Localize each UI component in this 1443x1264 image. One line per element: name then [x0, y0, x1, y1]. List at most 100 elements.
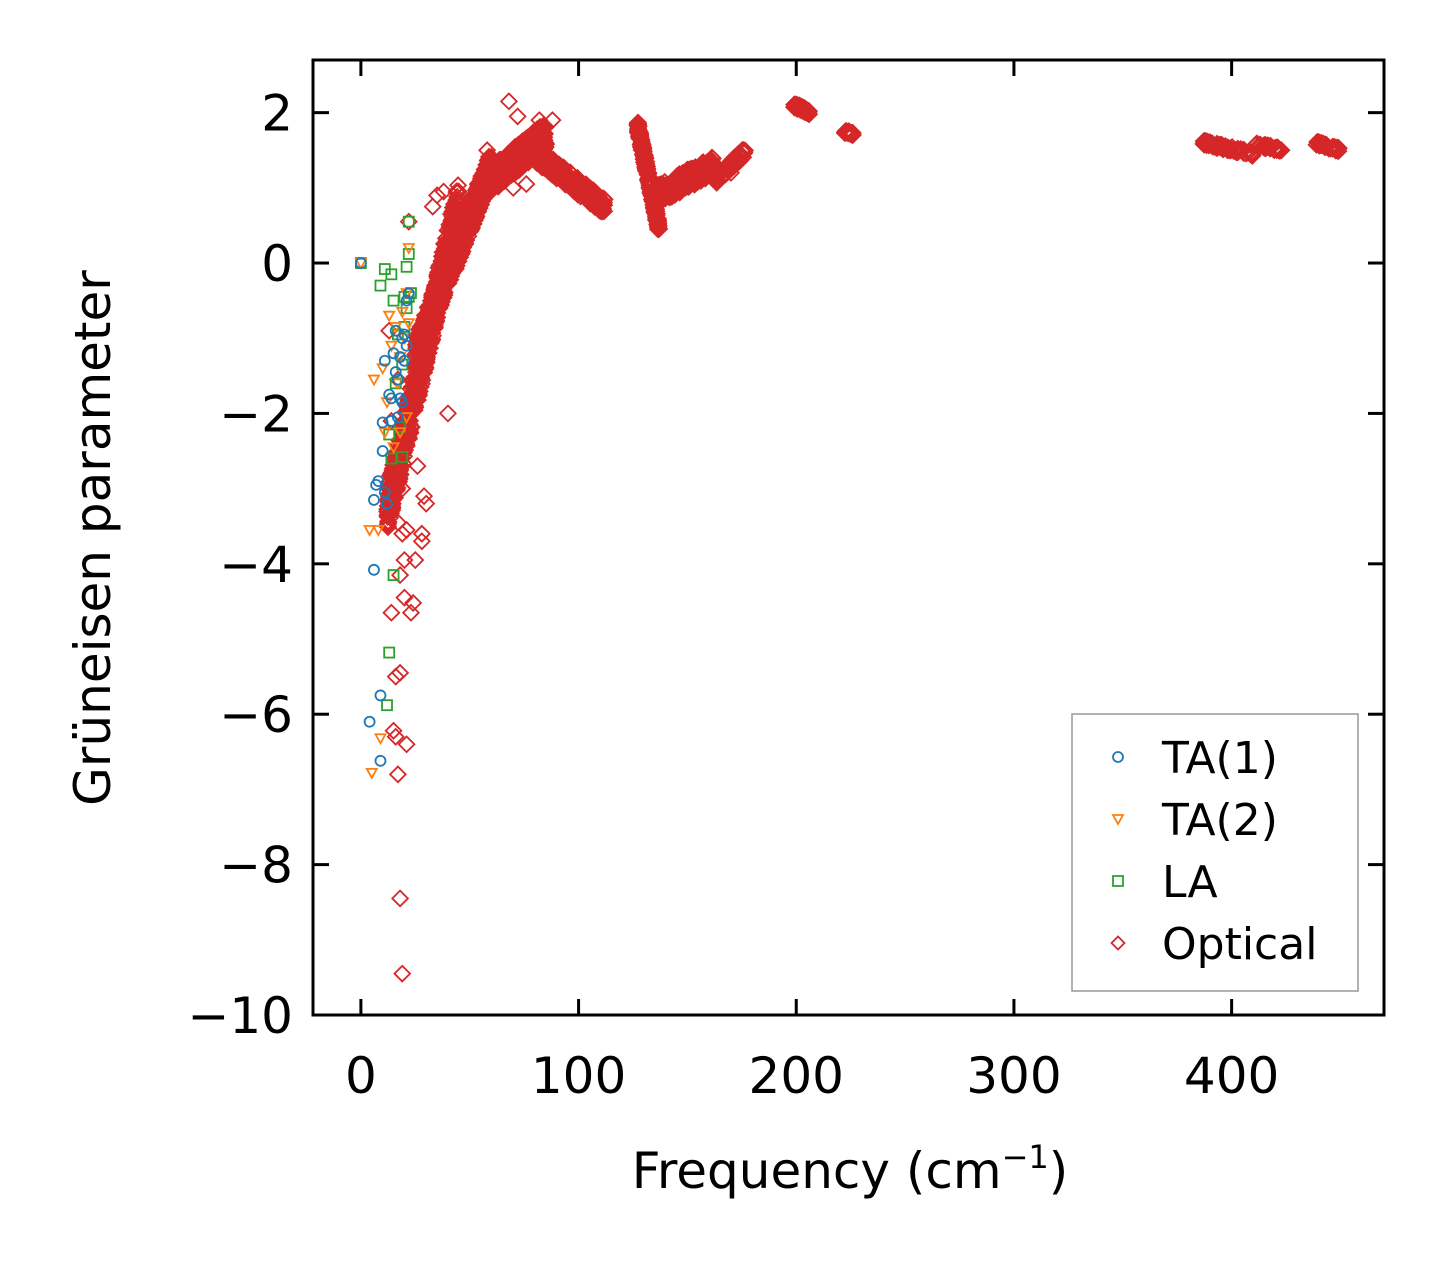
optical-point: [384, 721, 403, 740]
optical-point: [458, 209, 477, 228]
optical-point: [1319, 139, 1338, 158]
ta-1--point: [376, 445, 389, 457]
la-point: [387, 294, 400, 307]
optical-point: [571, 175, 590, 194]
optical-point: [564, 178, 583, 198]
optical-point: [412, 374, 431, 393]
optical-point: [686, 158, 705, 177]
y-tick-labels: 2 0 −2 −4 −6 −8 −10: [187, 85, 293, 1045]
optical-point: [451, 221, 470, 240]
optical-point: [732, 141, 751, 160]
optical-point: [1323, 138, 1342, 157]
optical-point: [388, 765, 407, 784]
ta-2--point: [402, 243, 416, 255]
optical-point: [393, 524, 412, 543]
x-tick-label: 0: [345, 1047, 377, 1105]
optical-point: [386, 727, 405, 746]
optical-point: [448, 231, 467, 250]
optical-point: [636, 161, 656, 180]
optical-point: [592, 202, 611, 221]
optical-point: [406, 398, 425, 417]
ta-2--point: [378, 427, 392, 440]
optical-point: [649, 185, 668, 204]
optical-point: [411, 341, 430, 360]
optical-point: [1251, 136, 1270, 155]
ta-1--point: [381, 497, 393, 510]
optical-point: [682, 164, 701, 183]
optical-point: [412, 532, 431, 551]
legend-box: [1071, 713, 1359, 992]
ta-1--point: [378, 354, 391, 367]
optical-point: [478, 141, 497, 160]
optical-point: [475, 187, 494, 206]
axis-ticks: [313, 60, 1384, 1017]
optical-point: [1315, 136, 1334, 155]
optical-point: [628, 122, 647, 141]
y-tick-label: −6: [219, 686, 293, 744]
optical-point: [1255, 138, 1274, 157]
optical-point: [541, 158, 561, 177]
optical-point: [434, 182, 453, 201]
optical-point: [554, 158, 573, 177]
optical-point: [436, 261, 455, 280]
optical-point: [402, 377, 421, 397]
series-ta-1-: [354, 257, 415, 767]
axes-frame: [311, 58, 1386, 1017]
ta-2--point: [365, 767, 379, 780]
ta-2--point: [371, 525, 385, 537]
optical-point: [426, 287, 445, 307]
y-tick-label: 0: [261, 235, 293, 293]
optical-point: [532, 121, 551, 140]
optical-point: [835, 124, 854, 143]
optical-point: [798, 104, 817, 123]
optical-point: [391, 889, 410, 908]
la-point: [400, 260, 413, 273]
y-tick-label: −8: [219, 837, 293, 895]
optical-point: [1307, 135, 1326, 154]
optical-point: [428, 186, 447, 205]
optical-point: [382, 603, 401, 622]
la-point: [383, 646, 396, 659]
ta-2--point: [382, 310, 396, 323]
optical-point: [395, 588, 414, 607]
ta-1--point: [385, 415, 398, 427]
optical-point: [397, 423, 416, 442]
optical-point: [1212, 136, 1231, 155]
legend-label: LA: [1162, 857, 1218, 908]
la-point: [387, 569, 400, 581]
optical-point: [538, 160, 557, 179]
optical-point: [383, 491, 402, 510]
optical-point: [716, 165, 735, 184]
optical-point: [648, 214, 668, 234]
optical-point: [1269, 139, 1288, 159]
optical-point: [508, 107, 527, 126]
optical-point: [391, 566, 410, 585]
optical-point: [527, 146, 546, 165]
optical-point: [1227, 140, 1246, 160]
optical-point: [526, 141, 545, 161]
optical-point: [638, 165, 657, 184]
optical-point: [384, 467, 403, 487]
optical-point: [393, 964, 412, 983]
ta-2--point: [389, 322, 403, 334]
ta-2--point: [393, 427, 407, 440]
optical-point: [393, 479, 412, 498]
ta-1--point: [391, 411, 404, 424]
ta-2--point: [402, 318, 416, 331]
ta-1--point: [396, 396, 409, 409]
optical-point: [443, 257, 462, 276]
optical-point: [686, 172, 705, 191]
la-point: [381, 699, 393, 712]
x-tick-label: 400: [1184, 1047, 1279, 1105]
optical-point: [1227, 143, 1246, 162]
optical-point: [632, 139, 652, 158]
optical-point: [411, 334, 430, 353]
optical-point: [666, 179, 685, 198]
x-tick-label: 100: [531, 1047, 626, 1105]
optical-point: [384, 475, 403, 494]
optical-point: [381, 508, 400, 527]
ta-2--point: [373, 733, 388, 746]
data-points: [354, 92, 1348, 983]
series-optical: [378, 92, 1348, 983]
y-tick-label: −10: [187, 987, 293, 1045]
